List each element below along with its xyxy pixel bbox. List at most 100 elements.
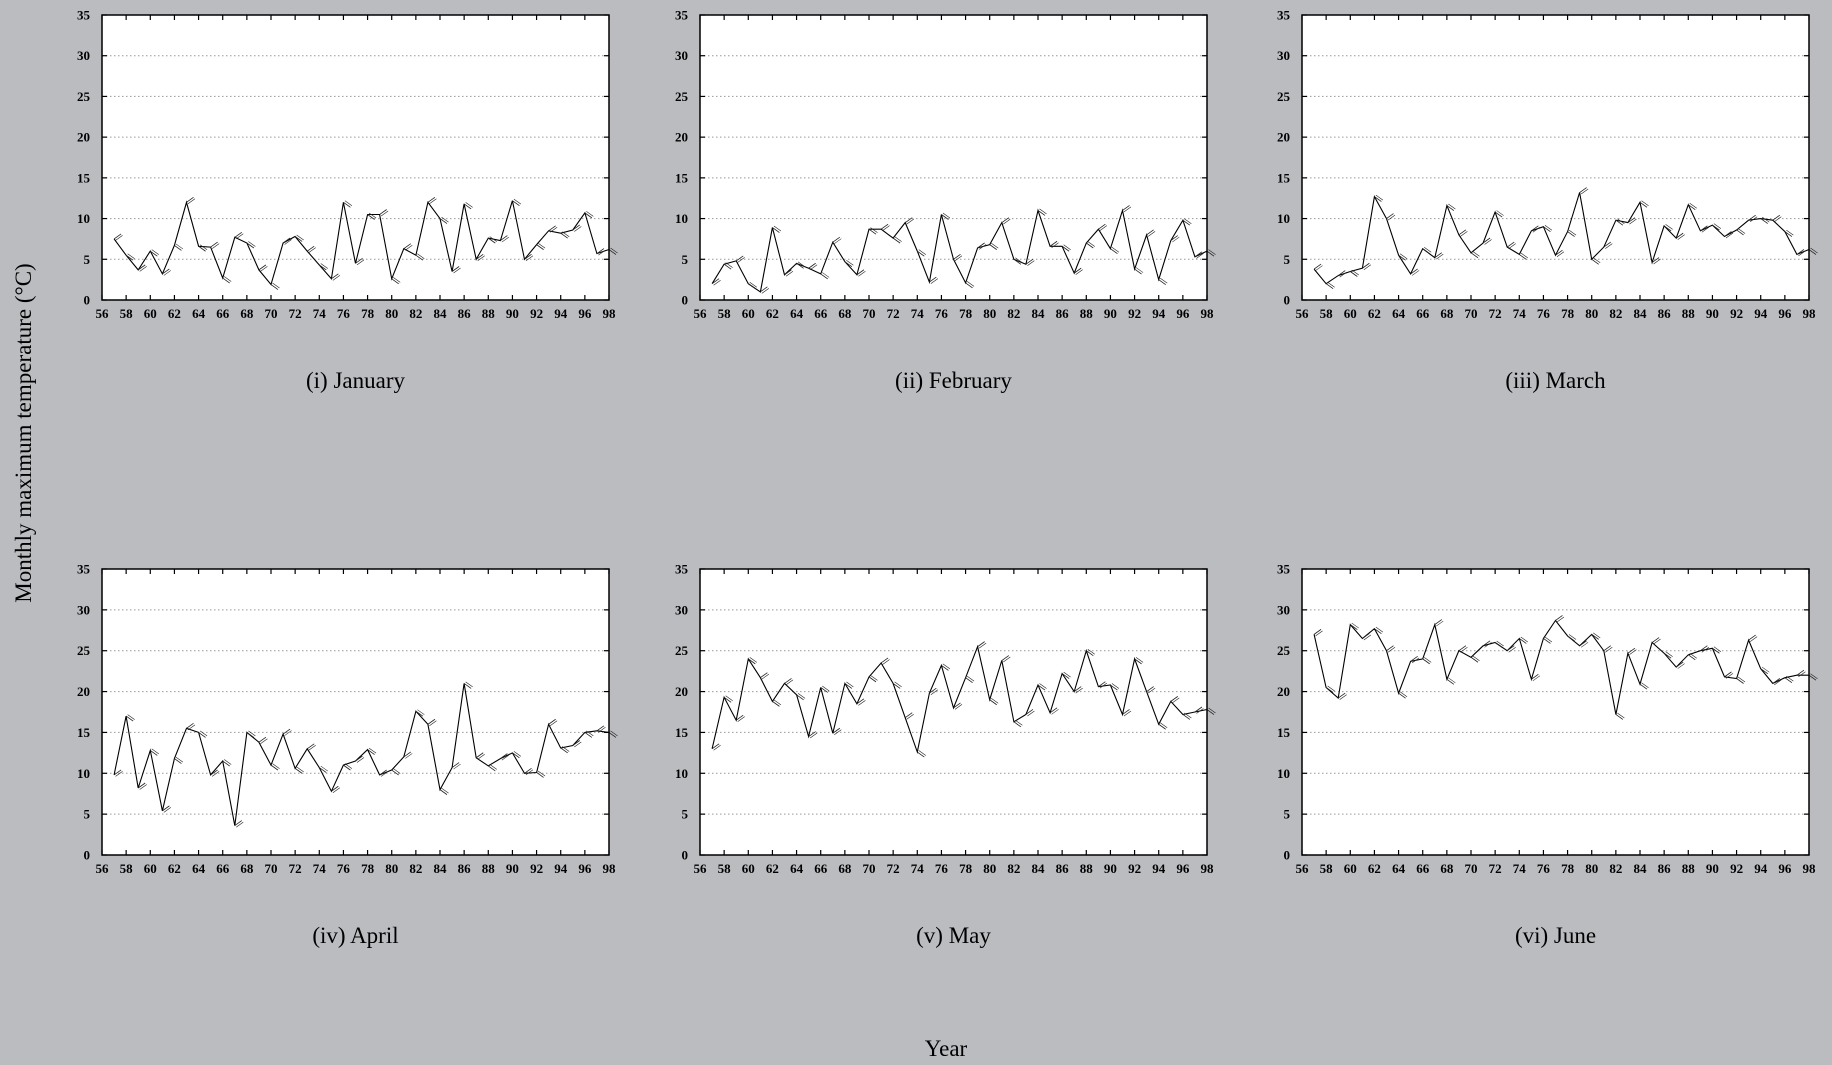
y-tick-label: 35 — [675, 8, 689, 23]
data-point-marker — [296, 766, 304, 773]
data-point-marker — [417, 709, 425, 715]
data-point-marker — [465, 681, 473, 688]
y-tick-label: 25 — [1277, 643, 1291, 658]
data-point-marker — [596, 248, 605, 254]
data-point-marker — [1760, 668, 1768, 675]
data-point-marker — [139, 266, 147, 272]
x-tick-label: 66 — [216, 306, 230, 321]
data-point-marker — [1713, 223, 1722, 229]
data-point-marker — [1762, 216, 1770, 223]
data-point-marker — [1556, 251, 1565, 257]
y-tick-label: 20 — [1277, 130, 1290, 145]
x-tick-label: 68 — [838, 306, 852, 321]
data-point-marker — [882, 659, 890, 665]
data-point-marker — [1313, 629, 1322, 635]
data-point-marker — [380, 210, 389, 217]
x-tick-label: 86 — [1056, 306, 1070, 321]
data-point-marker — [1470, 656, 1479, 663]
x-tick-label: 88 — [482, 306, 496, 321]
x-tick-label: 56 — [694, 861, 708, 876]
x-tick-label: 66 — [814, 306, 828, 321]
data-point-marker — [1362, 262, 1370, 269]
data-point-marker — [1350, 624, 1358, 630]
data-point-marker — [772, 227, 780, 233]
data-point-marker — [1712, 647, 1720, 654]
data-point-marker — [1208, 707, 1216, 714]
data-point-marker — [162, 268, 170, 275]
x-axis-label: Year — [925, 1036, 968, 1061]
x-tick-label: 76 — [935, 861, 949, 876]
data-point-marker — [1327, 685, 1335, 692]
data-point-marker — [1184, 712, 1192, 719]
data-point-marker — [1410, 268, 1418, 275]
data-point-marker — [355, 755, 363, 762]
data-point-marker — [1784, 677, 1793, 684]
y-tick-label: 20 — [77, 130, 90, 145]
x-tick-label: 94 — [1152, 861, 1166, 876]
data-point-marker — [367, 749, 375, 755]
y-tick-label: 5 — [682, 252, 689, 267]
data-point-marker — [868, 676, 877, 683]
data-point-marker — [560, 232, 568, 239]
data-point-marker — [1015, 720, 1023, 726]
data-point-marker — [1446, 205, 1455, 211]
data-point-marker — [162, 805, 170, 812]
data-point-marker — [163, 807, 172, 813]
y-tick-label: 5 — [84, 252, 91, 267]
data-point-marker — [1725, 232, 1734, 239]
data-point-marker — [1363, 264, 1372, 270]
data-point-marker — [427, 718, 436, 725]
data-point-marker — [405, 244, 413, 251]
data-point-marker — [918, 750, 926, 756]
y-tick-label: 0 — [1284, 848, 1291, 863]
data-point-marker — [1399, 253, 1408, 259]
x-tick-label: 84 — [1032, 861, 1046, 876]
data-point-marker — [1531, 673, 1539, 680]
y-tick-label: 30 — [77, 48, 90, 63]
y-tick-label: 30 — [77, 602, 90, 617]
data-point-marker — [760, 672, 768, 679]
x-tick-label: 88 — [1682, 861, 1696, 876]
data-point-marker — [1411, 270, 1420, 276]
data-point-marker — [1567, 635, 1575, 642]
data-point-marker — [441, 787, 449, 794]
data-point-marker — [610, 730, 618, 737]
y-tick-label: 30 — [1277, 602, 1290, 617]
data-point-marker — [1713, 646, 1722, 653]
data-point-marker — [1591, 634, 1599, 640]
data-point-marker — [1374, 628, 1382, 634]
data-point-marker — [1663, 652, 1672, 659]
data-point-marker — [737, 716, 745, 722]
data-point-marker — [1110, 684, 1118, 691]
series-line — [711, 208, 1208, 293]
x-tick-label: 66 — [814, 861, 828, 876]
data-point-marker — [1617, 218, 1625, 224]
data-point-marker — [429, 720, 437, 727]
data-point-marker — [524, 253, 532, 260]
data-point-marker — [1506, 645, 1515, 652]
data-point-marker — [1460, 231, 1468, 237]
chart-panel-2: 0 5 10 15 20 25 30 35 56 58 60 62 64 66 68 70 72 74 76 78 80… — [675, 8, 1216, 393]
data-point-marker — [429, 198, 437, 205]
data-point-marker — [965, 677, 973, 684]
data-point-marker — [894, 236, 902, 242]
data-point-marker — [1700, 225, 1708, 232]
data-point-marker — [150, 750, 158, 756]
data-point-marker — [1689, 653, 1697, 659]
plot-area — [1302, 569, 1809, 855]
y-tick-label: 20 — [77, 684, 90, 699]
data-point-marker — [574, 226, 582, 232]
data-point-marker — [1736, 229, 1744, 236]
data-point-marker — [501, 754, 510, 761]
data-point-marker — [1556, 616, 1565, 623]
data-point-marker — [1615, 714, 1624, 720]
data-point-marker — [1593, 257, 1601, 264]
data-point-marker — [1567, 231, 1575, 237]
data-point-marker — [723, 263, 732, 270]
data-point-marker — [942, 212, 951, 219]
data-point-marker — [282, 728, 291, 735]
data-point-marker — [598, 249, 606, 256]
data-point-marker — [1629, 218, 1637, 225]
data-point-marker — [1049, 240, 1058, 247]
x-tick-label: 80 — [983, 306, 996, 321]
